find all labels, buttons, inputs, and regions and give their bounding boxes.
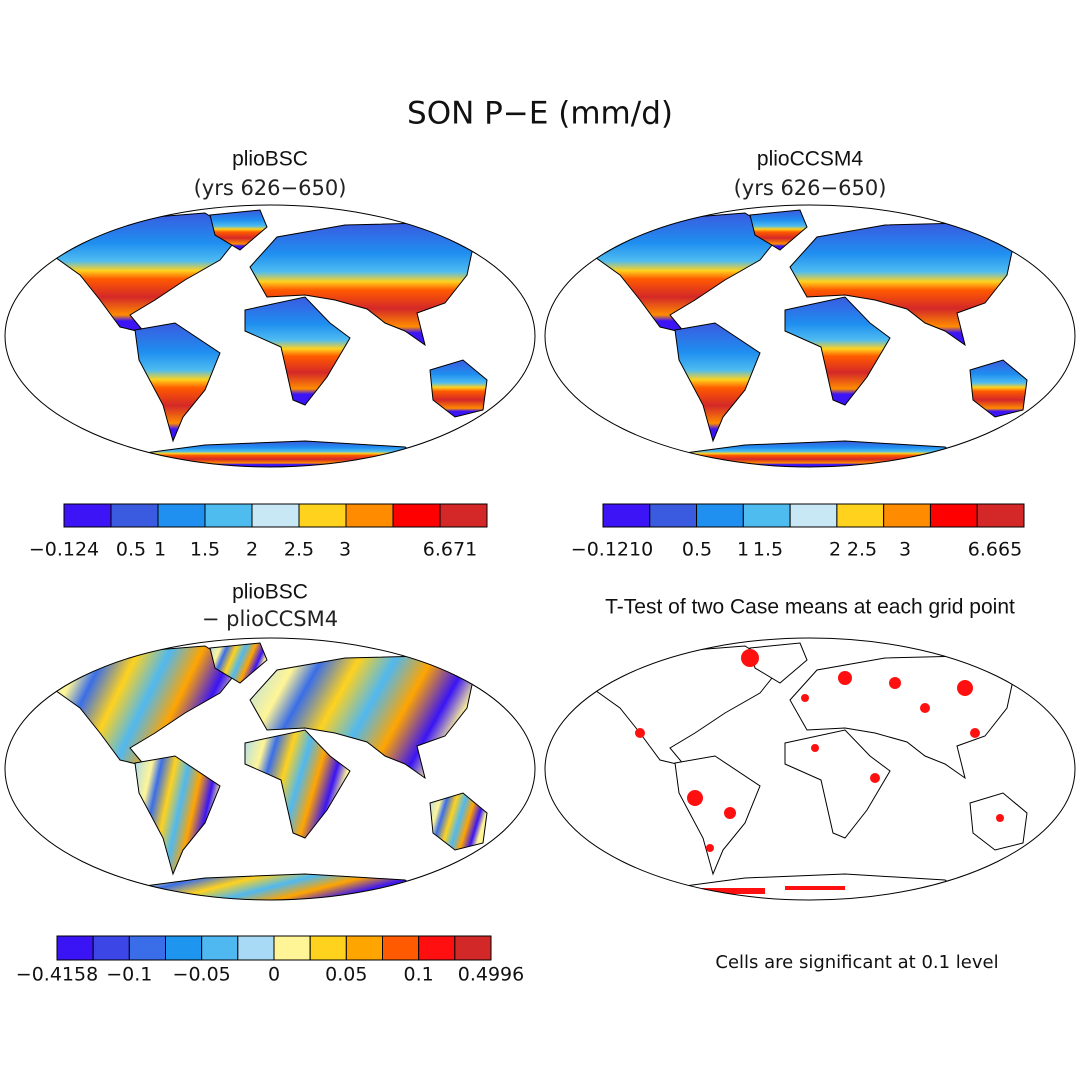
colorbar-box [157,503,206,528]
colorbar-label: −0.1 [106,964,152,986]
colorbar-label: −0.05 [173,964,231,986]
colorbar-box [789,503,838,528]
colorbar-label: 6.671 [423,539,477,561]
colorbar-box [418,935,456,961]
colorbar-label: 0.05 [325,964,367,986]
colorbar-label: 1.5 [753,539,783,561]
colorbar-box [165,935,203,961]
colorbar-box [128,935,166,961]
colorbar-label: 0.4996 [458,964,524,986]
map [4,204,536,468]
colorbar-label: 1 [154,539,166,561]
colorbar-box [273,935,311,961]
colorbar-label: 1 [737,539,749,561]
colorbar-box [251,503,300,528]
colorbar-box [345,935,384,961]
colorbar-label: 1.5 [190,539,220,561]
colorbar-box [836,503,885,528]
colorbar-box [63,503,112,528]
colorbar-label: 0 [268,964,280,986]
map [544,204,1076,468]
colorbar-box [454,935,492,961]
colorbar-label: −0.4158 [16,964,98,986]
panel-title: plioCCSM4 [757,148,864,171]
colorbar-box [309,935,347,961]
panel-title: plioBSC [232,581,308,604]
colorbar-label: −0.1210 [571,539,653,561]
colorbar-box [382,935,420,961]
panel-title: plioBSC [232,148,308,171]
colorbar-box [201,935,239,961]
colorbar-box [204,503,253,528]
colorbar-box [929,503,978,528]
colorbar-label: 2.5 [284,539,314,561]
panel-subtitle: − plioCCSM4 [202,607,338,631]
map [544,637,1076,901]
colorbar-label: 2 [829,539,841,561]
colorbar-box [883,503,931,528]
colorbar-box [110,503,159,528]
colorbar-label: 3 [339,539,351,561]
panel-subtitle: (yrs 626−650) [734,176,887,200]
colorbar-label: −0.124 [29,539,99,561]
colorbar-box [345,503,394,528]
note: Cells are significant at 0.1 level [715,952,998,973]
colorbar-label: 3 [899,539,911,561]
colorbar-box [649,503,698,528]
colorbar-box [602,503,651,528]
colorbar-box [298,503,347,528]
figure-title: SON P−E (mm/d) [407,96,673,132]
colorbar-box [56,935,94,961]
colorbar-label: 2 [246,539,258,561]
colorbar-label: 0.5 [682,539,712,561]
colorbar-box [439,503,488,528]
panel-title: T-Test of two Case means at each grid po… [605,596,1015,619]
panel-subtitle: (yrs 626−650) [194,176,347,200]
colorbar-box [237,935,275,961]
colorbar-label: 0.5 [116,539,146,561]
map [4,637,536,901]
colorbar-label: 6.665 [968,539,1022,561]
colorbar-box [742,503,791,528]
colorbar-box [92,935,130,961]
colorbar-box [976,503,1025,528]
colorbar-box [696,503,744,528]
colorbar-box [392,503,441,528]
colorbar-label: 0.1 [404,964,434,986]
colorbar-label: 2.5 [847,539,877,561]
